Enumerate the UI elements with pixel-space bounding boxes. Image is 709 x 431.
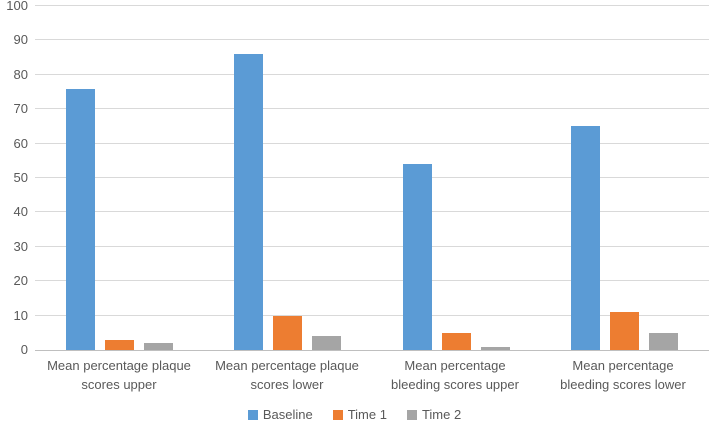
x-axis-line	[35, 350, 709, 351]
y-tick-label: 30	[13, 238, 28, 254]
y-tick-label: 100	[6, 0, 28, 13]
legend-label: Baseline	[262, 407, 313, 422]
y-tick-label: 90	[13, 32, 28, 48]
bar-group	[35, 6, 204, 350]
legend-label: Time 2	[421, 407, 462, 422]
legend-swatch-icon	[406, 409, 417, 420]
gridline	[35, 280, 709, 282]
x-category-label-text: Mean percentage bleeding scores upper	[391, 358, 519, 392]
gridline	[35, 177, 709, 178]
x-category-label-text: Mean percentage plaque scores lower	[215, 358, 359, 392]
bar-time-1	[610, 312, 640, 350]
bar-baseline	[571, 126, 601, 350]
y-tick-label: 0	[20, 342, 28, 357]
gridline	[35, 108, 709, 110]
bar-time-2	[312, 336, 342, 350]
x-category-label: Mean percentage bleeding scores upper	[371, 356, 539, 394]
legend-item-time-1: Time 1	[332, 407, 387, 422]
legend-swatch-icon	[332, 409, 343, 420]
bar-time-2	[143, 343, 173, 350]
gridline	[35, 5, 709, 6]
bar-time-2	[480, 346, 510, 350]
x-category-label-text: Mean percentage bleeding scores lower	[560, 358, 686, 392]
x-category-label: Mean percentage plaque scores upper	[35, 356, 203, 394]
legend: Baseline Time 1 Time 2	[0, 407, 709, 422]
gridline	[35, 314, 709, 316]
y-tick-label: 20	[13, 273, 28, 289]
bar-time-1	[273, 315, 303, 350]
x-category-label-text: Mean percentage plaque scores upper	[47, 358, 191, 392]
gridline	[35, 39, 709, 41]
bar-time-1	[104, 339, 134, 350]
x-category-label: Mean percentage bleeding scores lower	[539, 356, 707, 394]
legend-item-baseline: Baseline	[247, 407, 313, 422]
bar-group	[541, 6, 709, 350]
bar-group	[204, 6, 373, 350]
y-tick-label: 10	[13, 307, 28, 323]
gridline	[35, 142, 709, 144]
bar-baseline	[234, 54, 264, 350]
y-tick-label: 60	[13, 135, 28, 151]
y-tick-label: 70	[13, 101, 28, 117]
gridline	[35, 211, 709, 213]
y-tick-label: 40	[13, 204, 28, 220]
x-category-label: Mean percentage plaque scores lower	[203, 356, 371, 394]
bar-time-1	[441, 332, 471, 350]
bar-time-2	[649, 332, 679, 350]
legend-label: Time 1	[347, 407, 387, 422]
y-tick-label: 80	[13, 66, 28, 82]
legend-item-time-2: Time 2	[406, 407, 462, 422]
x-axis-labels: Mean percentage plaque scores upper Mean …	[35, 356, 707, 394]
legend-swatch-icon	[247, 409, 258, 420]
bar-group	[372, 6, 541, 350]
bar-baseline	[65, 88, 95, 350]
gridline	[35, 245, 709, 247]
gridline	[35, 73, 709, 75]
y-tick-label: 50	[13, 170, 28, 185]
bar-baseline	[402, 164, 432, 350]
